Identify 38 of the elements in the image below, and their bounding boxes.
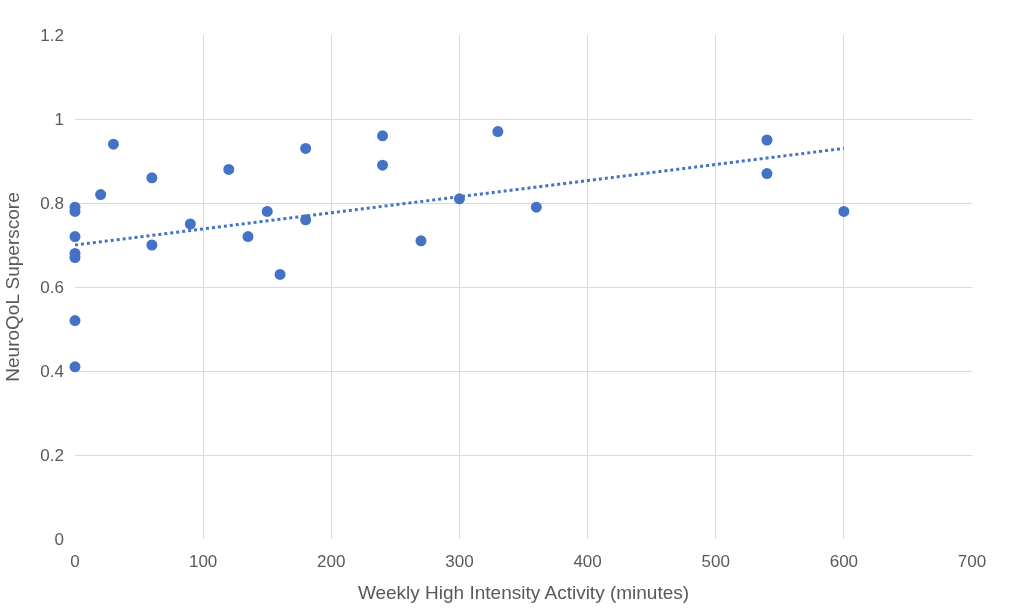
point: [223, 163, 235, 175]
y-tick-label: 0.8: [40, 193, 64, 213]
point: [415, 235, 427, 247]
point: [184, 218, 196, 230]
x-axis-title: Weekly High Intensity Activity (minutes): [357, 581, 690, 603]
x-tick-label: 400: [573, 552, 602, 571]
point: [261, 205, 273, 217]
point: [492, 126, 504, 138]
y-tick-label: 0: [54, 529, 64, 549]
point: [146, 239, 158, 251]
point: [838, 205, 850, 217]
point: [761, 134, 773, 146]
point: [377, 130, 389, 142]
x-tick-label: 300: [445, 552, 474, 571]
point: [761, 168, 773, 180]
point: [146, 172, 158, 184]
point: [300, 142, 312, 154]
y-tick-label: 0.4: [40, 361, 64, 381]
y-tick-label: 0.2: [40, 445, 64, 465]
x-tick-label: 100: [188, 552, 218, 571]
x-tick-label: 600: [829, 552, 859, 571]
x-tick-label: 200: [317, 552, 346, 571]
point: [530, 201, 542, 213]
point: [242, 231, 254, 243]
y-tick-label: 1.2: [40, 25, 64, 45]
x-tick-label: 0: [70, 552, 80, 571]
point: [69, 361, 81, 373]
x-tick-label: 700: [957, 552, 987, 571]
x-tick-label: 500: [701, 552, 730, 571]
point: [95, 189, 107, 201]
point: [69, 231, 81, 243]
y-tick-label: 1: [54, 109, 64, 129]
point: [107, 138, 119, 150]
point: [69, 315, 81, 327]
point: [377, 159, 389, 171]
point: [274, 268, 286, 280]
y-axis-title: NeuroQoL Superscore: [2, 192, 24, 382]
y-tick-label: 0.6: [40, 277, 64, 297]
